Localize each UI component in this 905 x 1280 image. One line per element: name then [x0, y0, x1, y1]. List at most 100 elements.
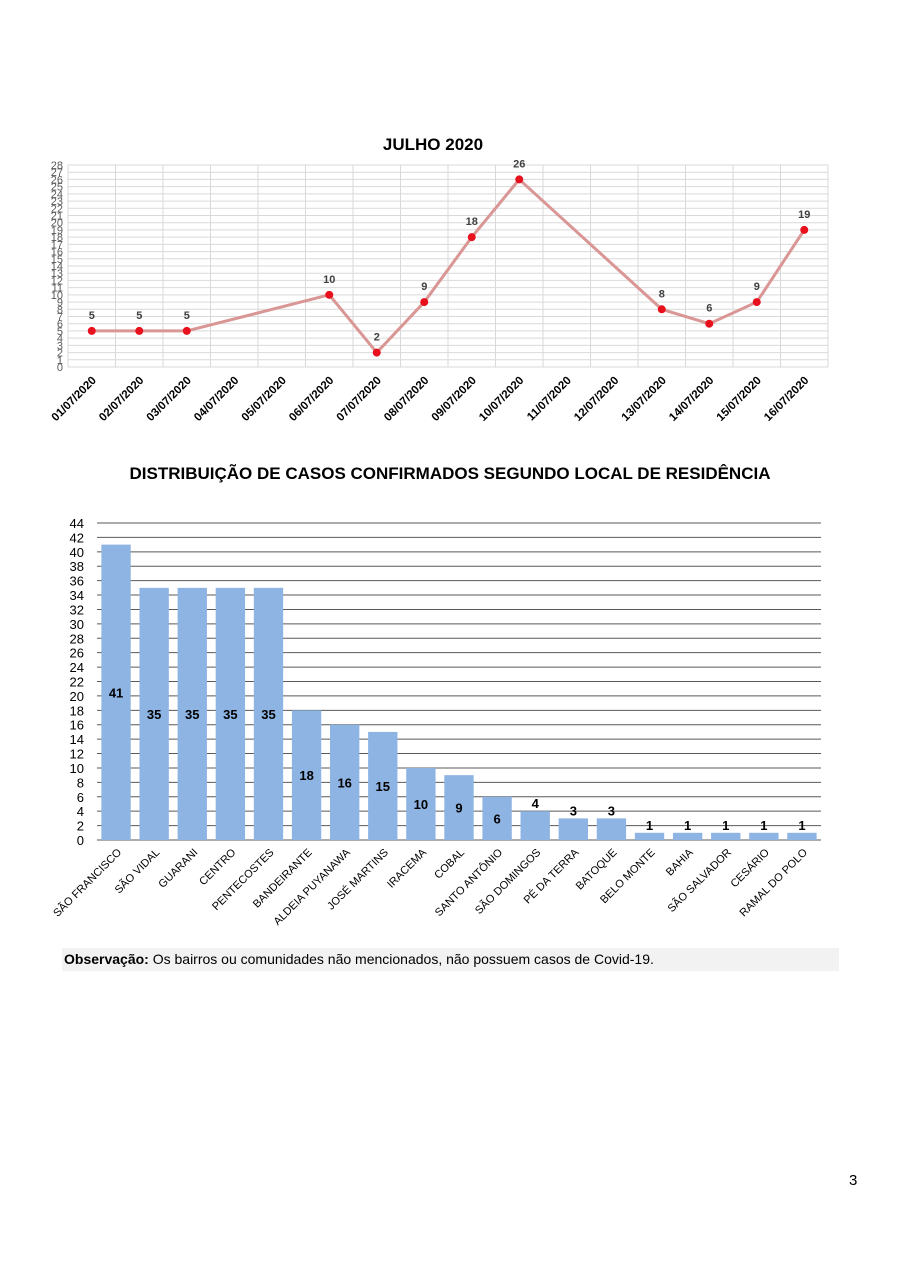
- y-tick-label: 24: [51, 189, 63, 201]
- bar-chart-title: DISTRIBUIÇÃO DE CASOS CONFIRMADOS SEGUND…: [129, 463, 770, 483]
- bar: [177, 587, 207, 840]
- x-tick-label: COBAL: [432, 847, 467, 882]
- data-label: 1: [722, 818, 729, 833]
- y-tick-label: 27: [51, 167, 63, 179]
- data-label: 35: [261, 707, 275, 722]
- bar: [672, 832, 703, 840]
- y-tick-label: 10: [70, 761, 84, 776]
- bar: [368, 731, 398, 840]
- x-tick-label: 16/07/2020: [762, 375, 811, 424]
- y-tick-label: 2: [77, 819, 84, 834]
- bar: [291, 710, 322, 840]
- x-tick-label: 13/07/2020: [620, 375, 669, 424]
- data-label: 1: [798, 818, 805, 833]
- data-point: [182, 326, 191, 335]
- bar: [520, 811, 550, 840]
- x-tick-label: 06/07/2020: [287, 375, 336, 424]
- y-tick-label: 28: [70, 631, 84, 646]
- x-tick-label: SÃO FRANCISCO: [51, 846, 125, 920]
- x-tick-label: SÃO DOMINGOS: [472, 846, 543, 917]
- bar: [711, 832, 741, 840]
- y-tick-label: 12: [70, 747, 84, 762]
- data-point: [325, 290, 334, 299]
- y-tick-label: 18: [70, 703, 84, 718]
- y-tick-label: 2: [57, 348, 63, 360]
- data-point: [800, 225, 809, 234]
- data-label: 10: [323, 274, 335, 286]
- y-tick-label: 38: [70, 559, 84, 574]
- observation-text: Os bairros ou comunidades não mencionado…: [148, 951, 654, 967]
- data-label: 1: [760, 818, 767, 833]
- data-label: 18: [299, 768, 313, 783]
- data-label: 9: [421, 281, 427, 293]
- data-point: [135, 326, 144, 335]
- y-tick-label: 9: [57, 297, 63, 309]
- data-label: 15: [376, 779, 390, 794]
- series-line: [91, 177, 806, 355]
- line-chart-title: JULHO 2020: [383, 135, 483, 154]
- y-tick-label: 40: [70, 545, 84, 560]
- x-tick-label: 05/07/2020: [240, 375, 289, 424]
- y-tick-label: 8: [77, 775, 84, 790]
- x-tick-label: RAMAL DO POLO: [737, 846, 810, 919]
- y-tick-label: 19: [51, 225, 63, 237]
- data-label: 18: [466, 216, 478, 228]
- y-tick-label: 12: [51, 275, 63, 287]
- x-tick-label: 07/07/2020: [335, 375, 384, 424]
- y-tick-label: 4: [77, 804, 84, 819]
- x-tick-label: 15/07/2020: [715, 375, 764, 424]
- data-label: 9: [754, 281, 760, 293]
- data-point: [515, 175, 524, 184]
- data-point: [752, 298, 761, 307]
- data-label: 26: [513, 158, 525, 170]
- y-tick-label: 11: [52, 283, 63, 295]
- data-label: 5: [136, 310, 142, 322]
- data-point: [657, 305, 666, 314]
- bar: [406, 767, 436, 840]
- y-tick-label: 0: [77, 833, 84, 848]
- x-tick-label: 09/07/2020: [430, 375, 479, 424]
- observation-note: Observação: Os bairros ou comunidades nã…: [62, 948, 839, 971]
- x-tick-label: SANTO ANTÔNIO: [432, 846, 505, 919]
- y-tick-label: 15: [51, 254, 63, 266]
- line-chart: JULHO 2020012345678910111213141516171819…: [50, 135, 829, 424]
- y-tick-label: 10: [51, 290, 63, 302]
- bar: [253, 587, 284, 840]
- data-label: 19: [798, 209, 810, 221]
- y-tick-label: 18: [51, 232, 63, 244]
- data-point: [372, 348, 381, 357]
- y-tick-label: 21: [51, 211, 63, 223]
- y-tick-label: 0: [57, 362, 63, 374]
- x-tick-label: 02/07/2020: [97, 375, 146, 424]
- data-label: 1: [646, 818, 653, 833]
- observation-label: Observação:: [64, 951, 149, 967]
- y-tick-label: 30: [70, 617, 84, 632]
- page-number: 3: [849, 1172, 858, 1189]
- data-label: 8: [659, 288, 665, 300]
- y-tick-label: 26: [51, 174, 63, 186]
- data-point: [420, 298, 429, 307]
- data-label: 2: [374, 332, 380, 344]
- x-tick-label: 01/07/2020: [50, 375, 99, 424]
- data-label: 16: [337, 775, 351, 790]
- x-tick-label: 04/07/2020: [192, 375, 241, 424]
- data-label: 35: [223, 707, 237, 722]
- y-tick-label: 44: [70, 516, 84, 531]
- data-point: [467, 233, 476, 242]
- y-tick-label: 5: [57, 326, 63, 338]
- bar: [139, 587, 169, 840]
- bar: [215, 587, 246, 840]
- x-tick-label: 08/07/2020: [382, 375, 431, 424]
- y-tick-label: 7: [57, 312, 63, 324]
- data-point: [87, 326, 96, 335]
- y-tick-label: 3: [57, 340, 63, 352]
- y-tick-label: 34: [70, 588, 84, 603]
- data-label: 35: [147, 707, 161, 722]
- x-tick-label: IRACEMA: [385, 846, 429, 890]
- x-tick-label: 03/07/2020: [145, 375, 194, 424]
- data-label: 1: [684, 818, 691, 833]
- data-label: 5: [89, 310, 95, 322]
- x-tick-label: 14/07/2020: [667, 375, 716, 424]
- bar: [596, 818, 627, 840]
- y-tick-label: 24: [70, 660, 84, 675]
